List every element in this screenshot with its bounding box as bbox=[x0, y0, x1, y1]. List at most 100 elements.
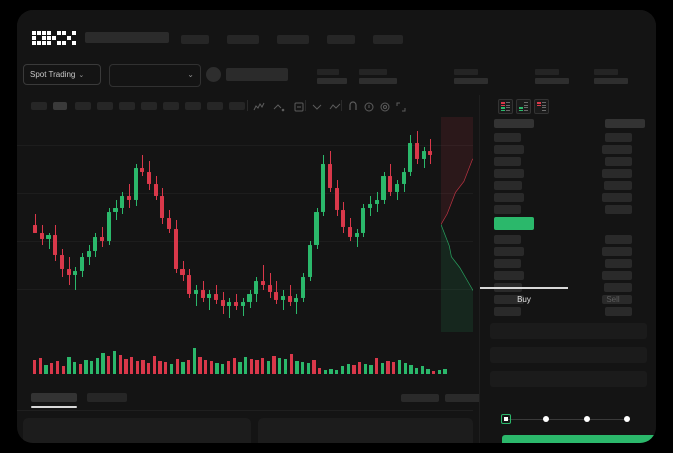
candle-body bbox=[79, 257, 85, 272]
depth-chart-overlay bbox=[441, 117, 473, 332]
volume-bar bbox=[215, 363, 219, 374]
volume-bar bbox=[352, 365, 356, 374]
ask-row-value bbox=[604, 181, 632, 190]
spread-price-highlight bbox=[494, 217, 534, 230]
candle-body bbox=[146, 171, 152, 184]
candle-body bbox=[133, 167, 138, 201]
timeframe-8[interactable] bbox=[207, 102, 223, 110]
nav-item-4[interactable] bbox=[373, 35, 403, 44]
bottom-panel-right[interactable] bbox=[258, 418, 473, 443]
volume-bar bbox=[266, 361, 271, 374]
drawing-icon[interactable] bbox=[329, 100, 341, 112]
ask-row-value bbox=[602, 145, 632, 154]
timeframe-7[interactable] bbox=[185, 102, 201, 110]
nav-item-0[interactable] bbox=[181, 35, 209, 44]
orders-action-2[interactable] bbox=[445, 394, 481, 402]
settings-icon[interactable] bbox=[379, 100, 391, 112]
indicators-icon[interactable] bbox=[253, 100, 265, 112]
candle-body bbox=[341, 210, 346, 227]
volume-bar bbox=[255, 360, 259, 374]
stat-label bbox=[359, 69, 387, 75]
magnet-icon[interactable] bbox=[347, 100, 359, 112]
step-dot[interactable] bbox=[583, 416, 590, 422]
market-type-selector[interactable]: Spot Trading ⌄ bbox=[23, 64, 101, 85]
timeframe-5[interactable] bbox=[141, 102, 157, 110]
gridline-3 bbox=[17, 289, 473, 290]
volume-bar bbox=[38, 358, 43, 374]
volume-bar bbox=[414, 368, 419, 374]
volume-bar bbox=[340, 366, 345, 374]
volume-bar bbox=[232, 358, 236, 374]
layout-icon[interactable] bbox=[311, 100, 323, 112]
volume-bar bbox=[50, 363, 54, 374]
compare-icon[interactable] bbox=[273, 100, 285, 112]
tab-sell[interactable]: Sell bbox=[606, 295, 620, 304]
volume-bar bbox=[437, 370, 442, 374]
okx-logo[interactable] bbox=[32, 31, 76, 45]
candle-wick bbox=[242, 297, 244, 316]
trading-pair-dropdown[interactable]: ⌄ bbox=[109, 64, 201, 87]
tab-order-history[interactable] bbox=[87, 393, 127, 402]
candlestick-chart[interactable] bbox=[17, 117, 473, 332]
volume-bar bbox=[300, 362, 305, 374]
candle-body bbox=[394, 183, 399, 192]
timeframe-4[interactable] bbox=[119, 102, 135, 110]
toolbar-divider-2 bbox=[341, 100, 342, 111]
orders-action-1[interactable] bbox=[401, 394, 439, 402]
fullscreen-icon[interactable] bbox=[395, 100, 407, 112]
volume-bar bbox=[375, 358, 379, 374]
step-active[interactable] bbox=[501, 414, 511, 424]
ask-row bbox=[494, 193, 524, 202]
tab-buy[interactable]: Buy bbox=[517, 295, 531, 304]
order-form-field-0[interactable] bbox=[490, 323, 647, 339]
last-price bbox=[226, 68, 288, 81]
tab-open-orders[interactable] bbox=[31, 393, 77, 402]
candle-body bbox=[73, 271, 78, 276]
timeframe-3[interactable] bbox=[97, 102, 113, 110]
volume-bar bbox=[55, 361, 60, 374]
timeframe-2[interactable] bbox=[75, 102, 91, 110]
volume-bar bbox=[112, 351, 117, 374]
candle-body bbox=[86, 250, 91, 258]
candle-body bbox=[200, 289, 205, 298]
templates-icon[interactable] bbox=[293, 100, 305, 112]
primary-cta-button[interactable] bbox=[502, 435, 656, 443]
ask-row-value bbox=[605, 157, 632, 166]
volume-bar bbox=[209, 361, 214, 374]
coin-avatar bbox=[206, 67, 221, 82]
volume-bar bbox=[95, 358, 100, 374]
bid-row-value bbox=[604, 283, 632, 292]
candle-body bbox=[180, 269, 185, 276]
ask-row bbox=[494, 157, 521, 166]
alert-icon[interactable] bbox=[363, 100, 375, 112]
candle-body bbox=[106, 212, 111, 241]
timeframe-9[interactable] bbox=[229, 102, 245, 110]
timeframe-0[interactable] bbox=[31, 102, 47, 110]
volume-bar bbox=[129, 357, 134, 374]
nav-item-3[interactable] bbox=[327, 35, 355, 44]
search-input[interactable] bbox=[85, 32, 169, 43]
nav-item-1[interactable] bbox=[227, 35, 259, 44]
bid-row-value bbox=[602, 247, 632, 256]
asks-only-icon[interactable] bbox=[534, 99, 549, 114]
stat-label bbox=[535, 69, 559, 75]
bid-row-value bbox=[605, 235, 632, 244]
candle-body bbox=[234, 301, 239, 306]
step-dot[interactable] bbox=[543, 416, 550, 422]
nav-item-2[interactable] bbox=[277, 35, 309, 44]
candle-body bbox=[401, 171, 406, 184]
bottom-panel-left[interactable] bbox=[23, 418, 251, 443]
step-dot[interactable] bbox=[624, 416, 630, 422]
order-form-field-2[interactable] bbox=[490, 371, 647, 387]
both-icon[interactable] bbox=[498, 99, 513, 114]
logo-pixel bbox=[52, 36, 56, 40]
candle-wick bbox=[75, 267, 77, 290]
volume-bar bbox=[61, 366, 65, 374]
bids-only-icon[interactable] bbox=[516, 99, 531, 114]
timeframe-1[interactable] bbox=[53, 102, 67, 110]
volume-bar bbox=[44, 365, 48, 374]
order-form-field-1[interactable] bbox=[490, 347, 647, 363]
timeframe-6[interactable] bbox=[163, 102, 179, 110]
volume-bar bbox=[141, 360, 145, 374]
ask-row bbox=[494, 133, 521, 142]
